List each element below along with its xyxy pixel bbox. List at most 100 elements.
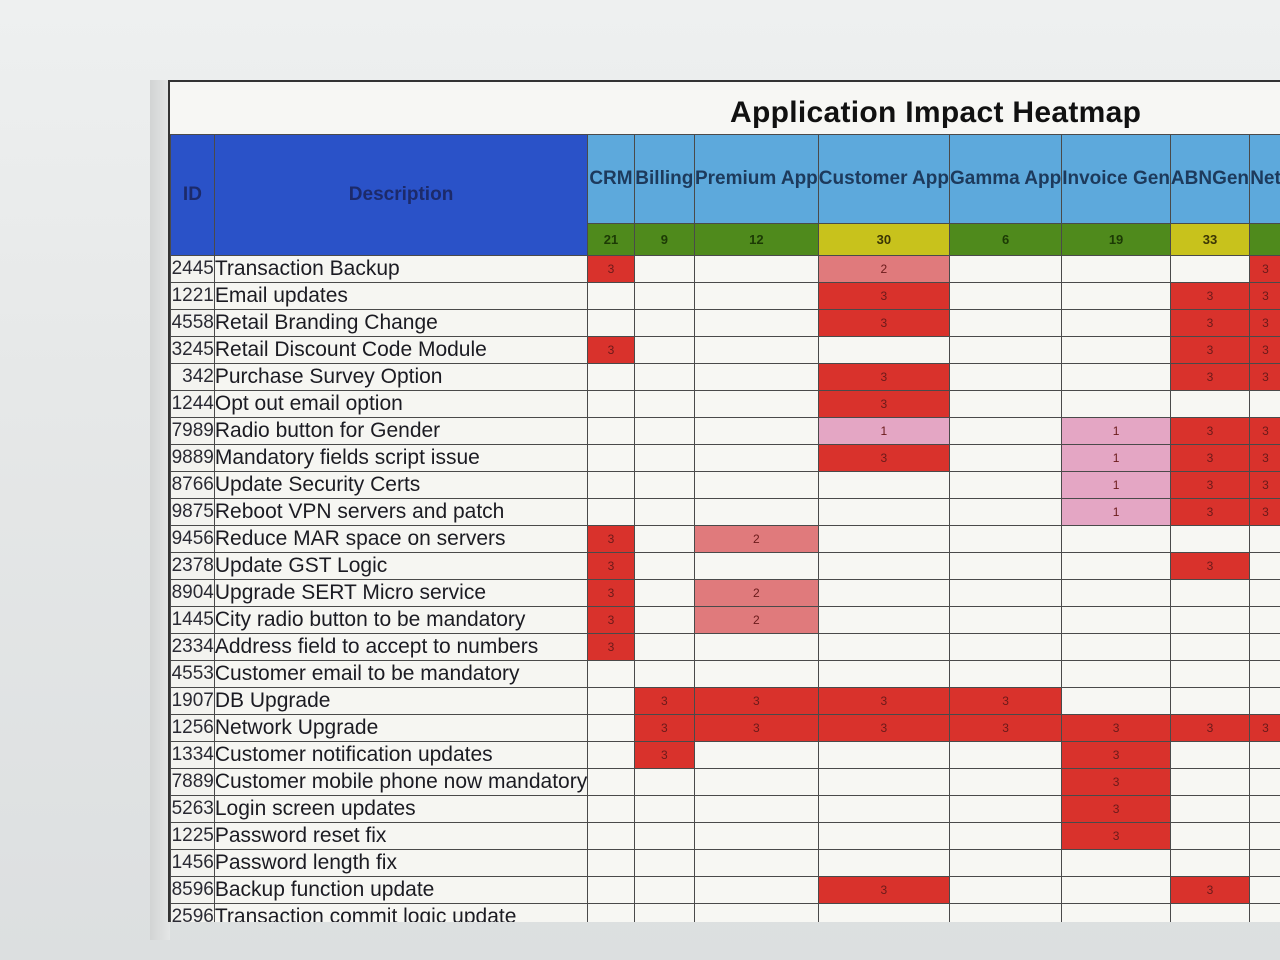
heatmap-cell[interactable] <box>948 741 1063 769</box>
heatmap-cell[interactable] <box>1169 390 1251 418</box>
heatmap-cell[interactable]: 3 <box>587 336 635 364</box>
heatmap-cell[interactable] <box>1249 525 1280 553</box>
heatmap-cell[interactable] <box>817 741 951 769</box>
heatmap-cell[interactable] <box>633 471 695 499</box>
heatmap-cell[interactable] <box>587 390 635 418</box>
row-description-cell[interactable]: Address field to accept to numbers <box>213 633 589 661</box>
heatmap-cell[interactable] <box>693 471 819 499</box>
heatmap-cell[interactable]: 3 <box>1169 363 1251 391</box>
heatmap-cell[interactable]: 3 <box>1061 741 1171 769</box>
heatmap-cell[interactable] <box>587 471 635 499</box>
heatmap-cell[interactable] <box>633 498 695 526</box>
heatmap-cell[interactable]: 3 <box>1249 444 1280 472</box>
column-header-app[interactable]: Net <box>1249 133 1280 225</box>
row-id-cell[interactable]: 9456 <box>170 525 215 553</box>
heatmap-cell[interactable] <box>633 768 695 796</box>
heatmap-cell[interactable]: 3 <box>817 444 951 472</box>
heatmap-cell[interactable] <box>1249 552 1280 580</box>
column-header-app[interactable]: CRM <box>587 133 635 225</box>
row-id-cell[interactable]: 4553 <box>170 660 215 688</box>
heatmap-cell[interactable] <box>633 282 695 310</box>
heatmap-cell[interactable] <box>587 417 635 445</box>
heatmap-cell[interactable] <box>1061 309 1171 337</box>
heatmap-cell[interactable]: 3 <box>587 579 635 607</box>
heatmap-cell[interactable] <box>1061 525 1171 553</box>
column-header-description[interactable]: Description <box>213 134 589 256</box>
row-id-cell[interactable]: 7889 <box>170 768 215 796</box>
heatmap-cell[interactable]: 3 <box>1249 714 1280 742</box>
heatmap-cell[interactable]: 3 <box>693 714 819 742</box>
heatmap-cell[interactable]: 1 <box>1061 444 1171 472</box>
heatmap-cell[interactable] <box>587 363 635 391</box>
heatmap-cell[interactable] <box>817 903 951 922</box>
heatmap-cell[interactable] <box>948 903 1063 922</box>
heatmap-cell[interactable] <box>633 660 695 688</box>
heatmap-cell[interactable] <box>948 525 1063 553</box>
heatmap-cell[interactable] <box>1061 363 1171 391</box>
heatmap-cell[interactable]: 3 <box>693 687 819 715</box>
heatmap-cell[interactable]: 3 <box>1169 336 1251 364</box>
row-id-cell[interactable]: 342 <box>170 363 215 391</box>
heatmap-cell[interactable] <box>1169 795 1251 823</box>
heatmap-cell[interactable]: 3 <box>817 876 951 904</box>
heatmap-cell[interactable] <box>948 633 1063 661</box>
row-id-cell[interactable]: 8766 <box>170 471 215 499</box>
heatmap-cell[interactable]: 3 <box>1169 471 1251 499</box>
heatmap-cell[interactable] <box>948 579 1063 607</box>
heatmap-cell[interactable] <box>817 336 951 364</box>
heatmap-cell[interactable] <box>633 336 695 364</box>
row-description-cell[interactable]: Customer notification updates <box>213 741 589 769</box>
heatmap-cell[interactable] <box>817 660 951 688</box>
heatmap-cell[interactable] <box>693 822 819 850</box>
row-id-cell[interactable]: 1907 <box>170 687 215 715</box>
heatmap-cell[interactable] <box>948 849 1063 877</box>
heatmap-cell[interactable] <box>1249 741 1280 769</box>
heatmap-cell[interactable] <box>633 579 695 607</box>
heatmap-cell[interactable] <box>633 903 695 922</box>
heatmap-cell[interactable] <box>633 822 695 850</box>
row-description-cell[interactable]: Opt out email option <box>213 390 589 418</box>
column-header-app[interactable]: Gamma App <box>948 133 1063 225</box>
row-description-cell[interactable]: Customer email to be mandatory <box>213 660 589 688</box>
column-header-app[interactable]: Billing <box>633 133 695 225</box>
heatmap-cell[interactable] <box>587 768 635 796</box>
heatmap-cell[interactable] <box>948 363 1063 391</box>
heatmap-cell[interactable]: 3 <box>1169 498 1251 526</box>
heatmap-cell[interactable] <box>693 390 819 418</box>
heatmap-cell[interactable] <box>1061 552 1171 580</box>
heatmap-cell[interactable]: 3 <box>633 741 695 769</box>
heatmap-cell[interactable]: 3 <box>1249 282 1280 310</box>
heatmap-cell[interactable] <box>633 606 695 634</box>
row-id-cell[interactable]: 3245 <box>170 336 215 364</box>
heatmap-cell[interactable] <box>1169 525 1251 553</box>
row-description-cell[interactable]: Upgrade SERT Micro service <box>213 579 589 607</box>
heatmap-cell[interactable]: 3 <box>817 390 951 418</box>
heatmap-cell[interactable] <box>1061 390 1171 418</box>
heatmap-cell[interactable]: 3 <box>587 255 635 283</box>
heatmap-cell[interactable] <box>693 741 819 769</box>
heatmap-cell[interactable]: 3 <box>817 687 951 715</box>
column-header-id[interactable]: ID <box>170 134 215 256</box>
heatmap-cell[interactable]: 3 <box>1169 309 1251 337</box>
heatmap-cell[interactable] <box>1249 660 1280 688</box>
heatmap-cell[interactable]: 3 <box>1169 417 1251 445</box>
heatmap-cell[interactable]: 3 <box>817 363 951 391</box>
row-id-cell[interactable]: 2334 <box>170 633 215 661</box>
heatmap-cell[interactable] <box>693 336 819 364</box>
heatmap-cell[interactable] <box>693 444 819 472</box>
heatmap-cell[interactable]: 3 <box>1169 552 1251 580</box>
heatmap-cell[interactable] <box>948 498 1063 526</box>
heatmap-cell[interactable] <box>1249 390 1280 418</box>
heatmap-cell[interactable] <box>1169 768 1251 796</box>
heatmap-cell[interactable] <box>633 390 695 418</box>
row-description-cell[interactable]: Backup function update <box>213 876 589 904</box>
row-description-cell[interactable]: Update GST Logic <box>213 552 589 580</box>
heatmap-cell[interactable]: 3 <box>1061 822 1171 850</box>
heatmap-cell[interactable] <box>817 471 951 499</box>
column-header-app[interactable]: Customer App <box>817 133 951 225</box>
heatmap-cell[interactable]: 3 <box>633 687 695 715</box>
heatmap-cell[interactable] <box>1061 903 1171 922</box>
heatmap-cell[interactable] <box>693 660 819 688</box>
heatmap-cell[interactable] <box>587 444 635 472</box>
heatmap-cell[interactable] <box>633 849 695 877</box>
